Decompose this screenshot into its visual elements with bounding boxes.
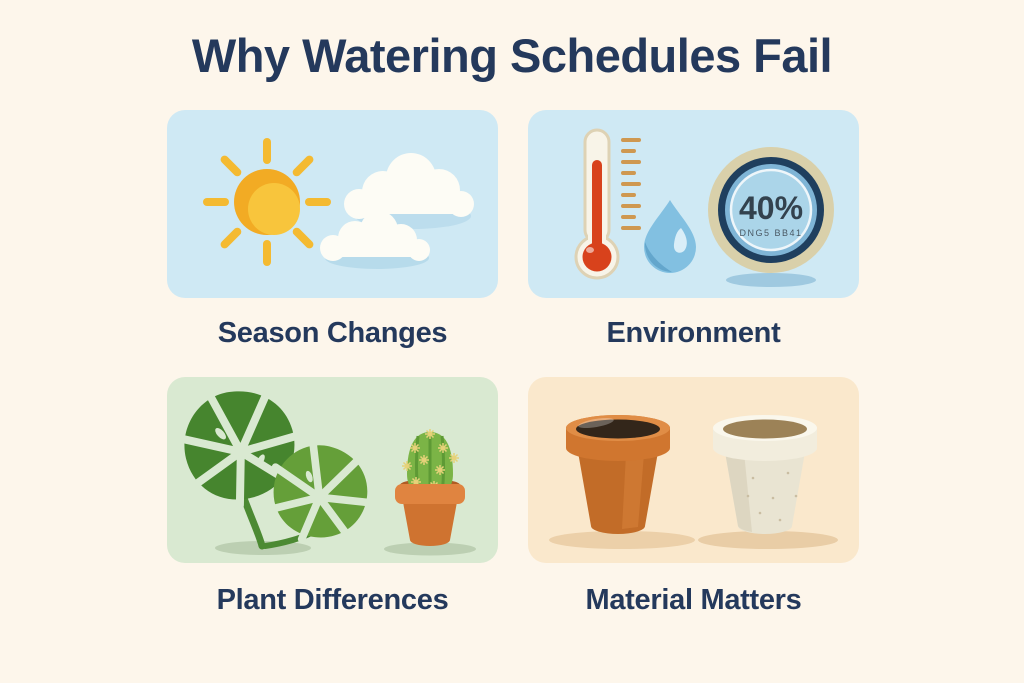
label-material-matters: Material Matters [585, 584, 802, 616]
clouds-icon [320, 153, 474, 269]
page-title: Why Watering Schedules Fail [191, 29, 833, 82]
ceramic-pot-icon [698, 415, 838, 549]
thermometer-ticks [621, 138, 641, 230]
terracotta-pot-icon [549, 415, 695, 549]
card-material-matters [528, 377, 859, 563]
label-season-changes: Season Changes [217, 317, 448, 349]
plant-differences-illustration [175, 391, 476, 556]
water-drop-icon [644, 200, 696, 273]
card-environment: 40% DNG5 BB41 [528, 110, 859, 298]
pot-speckles [746, 471, 798, 522]
label-plant-differences: Plant Differences [216, 584, 449, 616]
gauge-value: 40% [739, 190, 803, 226]
gauge-subtext: DNG5 BB41 [739, 228, 802, 238]
material-matters-illustration [549, 415, 838, 549]
monstera-plant-icon [175, 391, 372, 555]
thermometer-icon [574, 128, 641, 280]
label-environment: Environment [606, 317, 781, 349]
cactus-icon [384, 429, 476, 556]
sun-icon [203, 138, 331, 266]
environment-illustration: 40% DNG5 BB41 [574, 128, 834, 287]
card-plant-differences [167, 377, 498, 563]
card-season-changes [167, 110, 498, 298]
humidity-gauge-icon: 40% DNG5 BB41 [708, 147, 834, 287]
cactus-spines [402, 429, 459, 491]
season-changes-illustration [203, 138, 474, 269]
